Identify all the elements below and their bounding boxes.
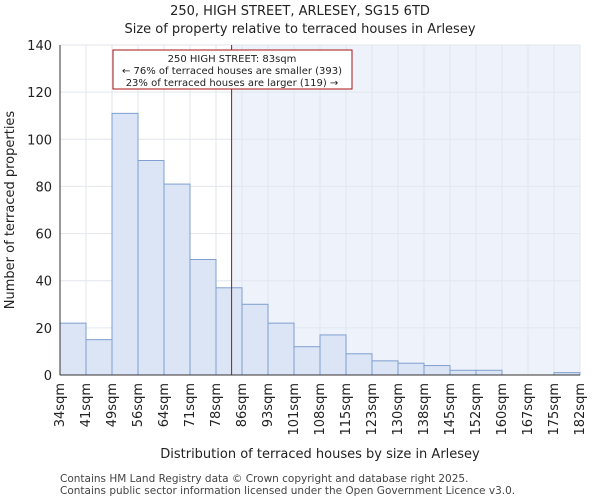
x-tick-label: 78sqm [209, 383, 224, 427]
histogram-bar [475, 369, 503, 376]
histogram-bar [241, 303, 269, 376]
x-tick-label: 101sqm [287, 383, 302, 436]
y-tick-label: 140 [27, 39, 52, 54]
x-tick-label: 160sqm [495, 383, 510, 436]
y-axis-label: Number of terraced properties [3, 111, 18, 310]
histogram-bar [293, 346, 321, 376]
x-tick-label: 152sqm [469, 383, 484, 436]
footer-line-1: Contains HM Land Registry data © Crown c… [60, 473, 469, 485]
histogram-bar [85, 339, 113, 376]
x-tick-label: 145sqm [443, 383, 458, 436]
x-tick-label: 123sqm [365, 383, 380, 436]
chart-title: 250, HIGH STREET, ARLESEY, SG15 6TD [170, 4, 430, 19]
x-tick-label: 64sqm [157, 383, 172, 427]
histogram-bar [163, 183, 191, 376]
histogram-bar [449, 369, 477, 376]
x-tick-label: 130sqm [391, 383, 406, 436]
larger-region-shade [231, 45, 580, 375]
x-tick-label: 175sqm [547, 383, 562, 436]
y-tick-label: 80 [35, 180, 52, 195]
footer-line-2: Contains public sector information licen… [60, 485, 516, 497]
y-tick-label: 20 [35, 322, 52, 337]
x-tick-label: 71sqm [183, 383, 198, 427]
annotation-line-3: 23% of terraced houses are larger (119) … [126, 78, 339, 89]
annotation-line-2: ← 76% of terraced houses are smaller (39… [122, 66, 342, 77]
x-tick-label: 93sqm [261, 383, 276, 427]
histogram-bar [267, 322, 295, 376]
histogram-bar [137, 160, 165, 376]
annotation-line-1: 250 HIGH STREET: 83sqm [168, 54, 297, 65]
y-tick-label: 40 [35, 275, 52, 290]
x-tick-label: 115sqm [339, 383, 354, 436]
x-tick-label: 138sqm [417, 383, 432, 436]
histogram-bar [189, 259, 217, 376]
histogram-bar [59, 322, 87, 376]
x-tick-label: 56sqm [131, 383, 146, 427]
y-tick-label: 60 [35, 228, 52, 243]
x-tick-label: 86sqm [235, 383, 250, 427]
histogram-bar [371, 360, 399, 376]
histogram-chart: 0 20 40 60 80 100 120 140 34sqm 41sqm 49sqm 56sqm 64… [3, 39, 588, 462]
annotation-box [112, 49, 353, 90]
histogram-bar [111, 112, 139, 376]
x-tick-label: 182sqm [573, 383, 588, 436]
y-tick-label: 0 [44, 369, 52, 384]
x-tick-label: 49sqm [105, 383, 120, 427]
histogram-bar [215, 287, 243, 376]
histogram-bar [345, 353, 373, 376]
x-tick-label: 41sqm [79, 383, 94, 427]
histogram-bar [319, 334, 347, 376]
histogram-bar [397, 362, 425, 376]
chart-subtitle: Size of property relative to terraced ho… [124, 22, 476, 37]
x-axis-label: Distribution of terraced houses by size … [160, 447, 480, 462]
x-tick-label: 34sqm [53, 383, 68, 427]
y-tick-label: 100 [27, 133, 52, 148]
y-tick-label: 120 [27, 86, 52, 101]
x-tick-label: 108sqm [313, 383, 328, 436]
x-tick-label: 167sqm [521, 383, 536, 436]
histogram-bar [423, 365, 451, 376]
